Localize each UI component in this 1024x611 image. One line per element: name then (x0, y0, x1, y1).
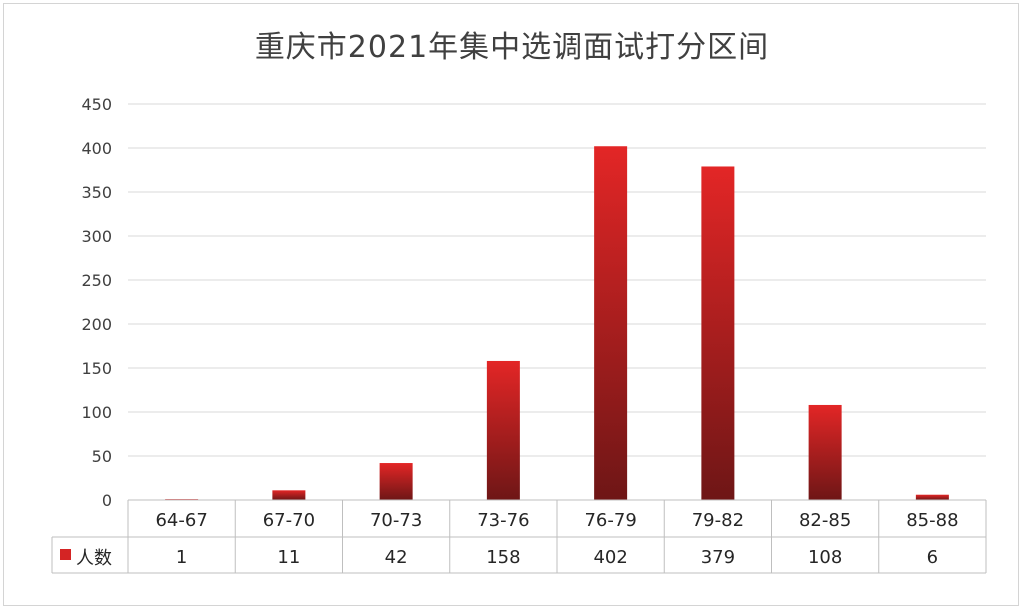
bar (594, 146, 628, 501)
x-tick-label: 70-73 (370, 510, 422, 531)
data-label: 11 (277, 547, 300, 568)
y-tick-label: 250 (81, 271, 112, 290)
bar (915, 494, 949, 500)
legend-key (60, 549, 71, 560)
data-label: 108 (808, 547, 842, 568)
data-label: 42 (385, 547, 408, 568)
bar (808, 404, 842, 500)
x-tick-label: 64-67 (155, 510, 207, 531)
x-tick-label: 76-79 (584, 510, 636, 531)
y-tick-label: 300 (81, 227, 112, 246)
legend-label: 人数 (76, 548, 112, 569)
y-axis-tick-labels: 0 50 100 150 200 250 300 350 400 450 (81, 95, 112, 510)
x-tick-label: 73-76 (477, 510, 529, 531)
bar (379, 463, 413, 500)
y-tick-label: 400 (81, 139, 112, 158)
data-label: 6 (927, 547, 938, 568)
chart-title: 重庆市2021年集中选调面试打分区间 (254, 30, 770, 65)
bars (165, 146, 949, 501)
bar (272, 490, 306, 500)
x-tick-label: 67-70 (263, 510, 315, 531)
data-label: 1 (176, 547, 187, 568)
x-tick-label: 85-88 (906, 510, 958, 531)
y-tick-label: 450 (81, 95, 112, 114)
y-tick-label: 150 (81, 359, 112, 378)
bar (486, 360, 520, 500)
x-tick-label: 82-85 (799, 510, 851, 531)
data-label: 158 (486, 547, 520, 568)
chart-frame (3, 3, 1019, 606)
y-tick-label: 0 (102, 491, 112, 510)
y-tick-label: 200 (81, 315, 112, 334)
y-tick-label: 350 (81, 183, 112, 202)
data-label: 379 (701, 547, 735, 568)
gridlines (128, 103, 986, 457)
bar (701, 166, 735, 501)
x-tick-label: 79-82 (692, 510, 744, 531)
y-tick-label: 50 (92, 447, 112, 466)
y-tick-label: 100 (81, 403, 112, 422)
data-table: 64-67 67-70 70-73 73-76 76-79 79-82 82-85 85-88… (51, 499, 987, 574)
data-label: 402 (593, 547, 627, 568)
